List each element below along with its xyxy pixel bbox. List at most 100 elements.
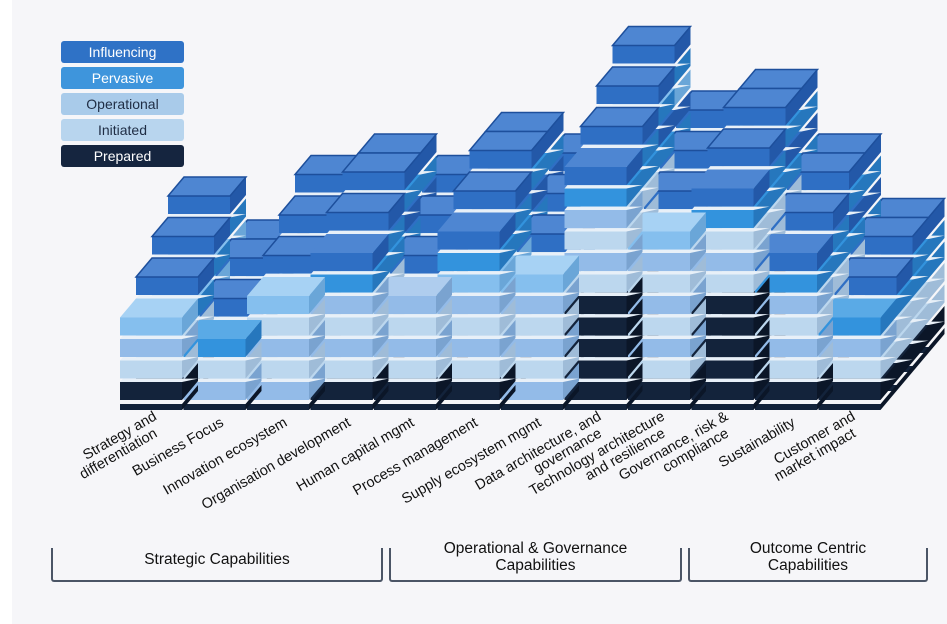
bar-segment-gap [564,249,643,253]
bar-segment-side [753,255,770,293]
bar-segment-gap [564,314,643,318]
bar-segment-influencing [469,150,532,169]
bar-segment-side [753,320,770,357]
base-plinth [437,404,500,410]
bar-segment-side [372,341,389,379]
bar-segment-prepared [564,360,627,379]
bar-segment-side [690,234,706,271]
bar-segment-pervasive [437,253,500,271]
bar-segment-top [437,212,516,232]
bar-segment-gap [374,335,452,339]
bar-segment-side [436,341,452,379]
bar-segment-gap [168,214,246,218]
bar-segment-gap [818,357,897,361]
bar-segment-side [658,110,675,147]
bar-segment-side [230,198,246,236]
bar-segment-side [912,325,929,362]
bar-segment-influencing [755,253,817,271]
bar-segment-side [753,234,770,271]
bar-segment-gap [787,190,865,194]
bar-segment-side [309,277,325,314]
group-label-outcome: Outcome Centric Capabilities [688,540,928,574]
bar-segment-gap [437,335,516,339]
bar-segment-gap [152,254,230,258]
bar-segment-initiated [818,339,881,357]
bar-segment-side [214,217,230,255]
bar-segment-influencing [834,277,897,295]
bar-segment-initiated [501,339,563,357]
bar-segment-side [849,196,865,233]
bar-segment-side [626,255,643,293]
bar-segment-initiated [310,360,373,379]
bar-segment-gap [628,271,706,275]
bar-segment-gap [818,378,897,382]
bar-segment-gap [374,357,452,361]
bar-segment-gap [755,378,833,382]
bar-segment-initiated [755,296,817,314]
bar-segment-initiated [691,253,754,271]
bar-segment-initiated [437,296,500,314]
bar-segment-side [626,169,643,207]
bar-segment-gap [247,335,325,339]
bar-segment-side [198,258,214,295]
bar-segment-side [626,234,643,271]
bar-segment-top [610,25,693,47]
bar-segment-initiated [691,231,754,250]
bar-segment-top [324,192,407,214]
bar-segment-gap [183,357,262,361]
bar-segment-gap [183,378,262,382]
bar-segment-side [245,363,262,400]
bar-segment-side [388,193,405,231]
bar-segment-side [912,217,929,255]
bar-segment-side [753,212,770,250]
bar-segment-gap [580,144,659,148]
bar-segment-top [594,66,677,87]
bar-segment-side [372,255,389,293]
bar-segment-gap [691,378,770,382]
bar-segment-side [499,341,516,379]
bar-segment-side [626,320,643,357]
bar-segment-gap [310,314,389,318]
bar-segment-gap [437,378,516,382]
bar-segment-gap [564,357,643,361]
bar-segment-side [801,69,818,107]
bar-segment-side [182,298,198,336]
bar-segment-initiated [183,360,246,379]
bar-segment-influencing [136,277,198,295]
bar-segment-side [626,277,643,314]
bar-segment-side [563,298,579,336]
base-plinth-side [928,328,945,353]
bar-segment-side [563,341,579,379]
bar-segment-side [674,26,691,64]
base-plinth-side [690,385,706,410]
bar-segment-initiated [374,360,436,379]
bar-segment-initiated [120,360,182,379]
bar-segment-side [769,193,786,231]
base-plinth [183,404,246,410]
base-plinth [691,404,754,410]
bar-segment-gap [691,249,770,253]
bar-segment-prepared [628,382,690,400]
bar-segment-side [912,239,929,276]
bar-segment-gap [501,292,579,296]
legend-item-pervasive: Pervasive [61,67,184,89]
bar-segment-side [245,341,262,379]
bar-segment-gap [437,357,516,361]
bar-segment-influencing [295,174,357,193]
bar-segment-side [753,363,770,400]
bar-segment-side [563,363,579,400]
bar-segment-side [928,263,945,300]
bar-segment-gap [771,230,849,234]
bar-segment-gap [691,292,770,296]
bar-segment-side [785,131,802,169]
bar-segment-prepared [691,339,754,357]
bar-segment-prepared [818,382,881,400]
bar-segment-gap [247,378,325,382]
bar-segment-side [896,258,913,295]
bar-segment-influencing [517,234,579,252]
bar-segment-influencing [326,212,389,231]
bar-segment-gap [247,314,325,318]
bar-segment-initiated [564,274,627,293]
bar-segment-side [372,234,389,271]
